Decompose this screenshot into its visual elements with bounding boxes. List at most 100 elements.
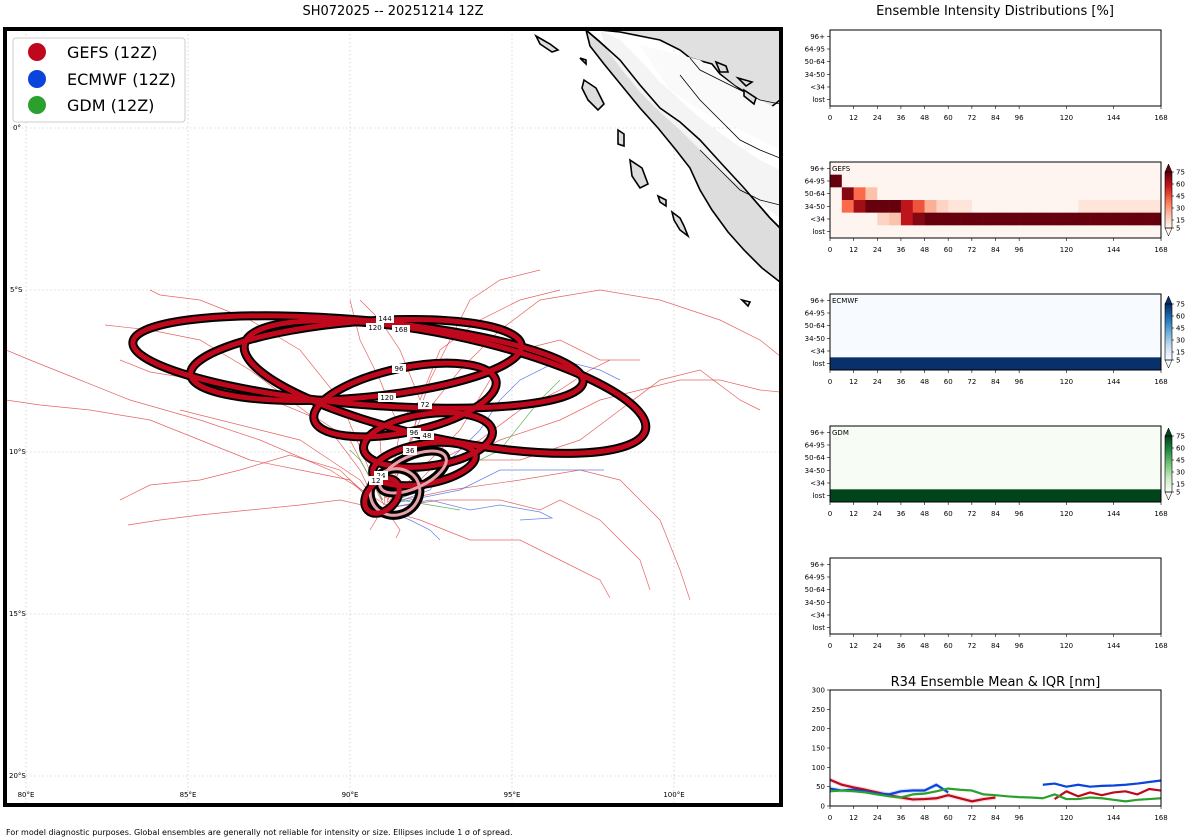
colorbar-segment	[1165, 333, 1172, 337]
map-gridlines	[6, 30, 780, 804]
y-tick-label: 64-95	[805, 46, 825, 54]
r34-title: R34 Ensemble Mean & IQR [nm]	[891, 675, 1101, 690]
colorbar-tick-label: 60	[1176, 313, 1185, 321]
svg-text:90°E: 90°E	[342, 791, 359, 799]
x-tick-label: 24	[873, 642, 882, 650]
colorbar-segment	[1165, 330, 1172, 333]
y-tick-label: 50-64	[805, 190, 826, 198]
hour-label: 168	[392, 325, 410, 334]
y-tick-label: 34-50	[805, 467, 825, 475]
heatmap-cell	[983, 212, 996, 226]
y-tick-label: 34-50	[805, 71, 825, 79]
colorbar-segment	[1165, 475, 1172, 478]
colorbar-extend-top	[1164, 427, 1173, 437]
svg-text:95°E: 95°E	[504, 791, 521, 799]
colorbar-segment	[1165, 315, 1172, 318]
r34-x-tick-label: 60	[944, 814, 953, 822]
x-tick-label: 12	[849, 378, 858, 386]
heatmap-cell	[1007, 212, 1020, 226]
heatmap-cell	[900, 212, 914, 226]
colorbar-tick-label: 75	[1176, 301, 1185, 309]
heatmap-cell	[853, 200, 866, 213]
map-border	[3, 27, 783, 807]
heatmap-cell	[1149, 200, 1162, 213]
colorbar-segment	[1165, 307, 1172, 311]
heatmap-row	[830, 426, 1161, 439]
x-tick-label: 36	[896, 378, 905, 386]
colorbar-segment	[1165, 346, 1172, 350]
heatmap-cell	[865, 162, 878, 175]
x-tick-label: 120	[1060, 510, 1073, 518]
heatmap-cell	[1054, 162, 1067, 175]
forecast-hour-labels: 144 120 168 96 120 72 96 48 36 24 12	[366, 314, 434, 485]
heatmap-cell	[830, 162, 843, 175]
colorbar-segment	[1165, 343, 1172, 346]
legend-entry-gefs: GEFS (12Z)	[28, 43, 157, 62]
y-tick-label: 34-50	[805, 599, 825, 607]
x-tick-label: 24	[873, 510, 882, 518]
x-tick-label: 24	[873, 114, 882, 122]
heatmap-cell	[900, 225, 914, 239]
colorbar-segment	[1165, 436, 1172, 439]
x-tick-label: 0	[828, 246, 832, 254]
heatmap-cell	[995, 225, 1008, 239]
x-tick-label: 0	[828, 378, 832, 386]
colorbar-tick-label: 15	[1176, 217, 1185, 225]
x-tick-label: 60	[944, 642, 953, 650]
r34-y-tick-label: 150	[812, 745, 825, 753]
heatmap-row	[830, 306, 1161, 320]
heatmap-cell	[1030, 212, 1044, 226]
colorbar-segment	[1165, 214, 1172, 218]
svg-text:36: 36	[406, 447, 415, 455]
x-tick-label: 36	[896, 246, 905, 254]
colorbar-segment	[1165, 356, 1172, 359]
colorbar-segment	[1165, 317, 1172, 320]
x-tick-label: 72	[967, 114, 976, 122]
y-tick-label: 50-64	[805, 454, 826, 462]
colorbar-tick-label: 75	[1176, 169, 1185, 177]
colorbar-segment	[1165, 311, 1172, 314]
x-tick-label: 120	[1060, 642, 1073, 650]
colorbar-segment	[1165, 441, 1172, 444]
colorbar-segment	[1165, 313, 1172, 316]
heatmap-cell	[971, 200, 984, 213]
x-tick-label: 0	[828, 114, 832, 122]
colorbar-segment	[1165, 332, 1172, 335]
heatmap-row	[830, 319, 1161, 333]
heatmap-cell	[1066, 162, 1079, 175]
r34-x-tick-label: 36	[896, 814, 905, 822]
heatmap-cell	[853, 187, 866, 201]
intensity-panel-gefs: 515 30 45 60 75 96+ 64-95 50-64 34-50 <34 lost 0 12 2…	[805, 161, 1185, 254]
legend-marker-gdm	[28, 96, 46, 114]
colorbar-segment	[1165, 304, 1172, 307]
colorbar-segment	[1165, 211, 1172, 214]
colorbar-tick-label: 5	[1176, 225, 1180, 233]
colorbar-segment	[1165, 201, 1172, 205]
colorbar-tick-label: 30	[1176, 337, 1185, 345]
heatmap-cell	[1090, 174, 1103, 188]
map-legend: GEFS (12Z) ECMWF (12Z) GDM (12Z)	[12, 37, 186, 123]
heatmap-cell	[1054, 187, 1067, 201]
x-tick-label: 144	[1107, 114, 1121, 122]
colorbar-segment	[1165, 452, 1172, 456]
heatmap-cell	[960, 225, 973, 239]
y-tick-label: 34-50	[805, 203, 825, 211]
x-tick-label: 84	[991, 510, 1000, 518]
colorbar-segment	[1165, 473, 1172, 476]
heatmap-cell	[1078, 212, 1091, 226]
map-area[interactable]: 144 120 168 96 120 72 96 48 36 24 12 0° …	[6, 30, 780, 804]
heatmap-cell	[1090, 200, 1103, 213]
heatmap-cell	[912, 162, 925, 175]
colorbar-tick-label: 30	[1176, 205, 1185, 213]
heatmap-cell	[830, 212, 843, 226]
heatmap-cell	[948, 162, 961, 175]
heatmap-cell	[865, 212, 878, 226]
heatmap-cell	[865, 200, 878, 213]
svg-text:0°: 0°	[13, 124, 21, 132]
intensity-panel-ecmwf: 515 30 45 60 75 96+ 64-95 50-64 34-50 <34 lost 0 12 2…	[805, 293, 1185, 386]
colorbar-segment	[1165, 318, 1172, 322]
heatmap-cell	[1125, 212, 1138, 226]
colorbar-segment	[1165, 467, 1172, 471]
colorbar-segment	[1165, 335, 1172, 339]
heatmap-cell	[1066, 225, 1079, 239]
